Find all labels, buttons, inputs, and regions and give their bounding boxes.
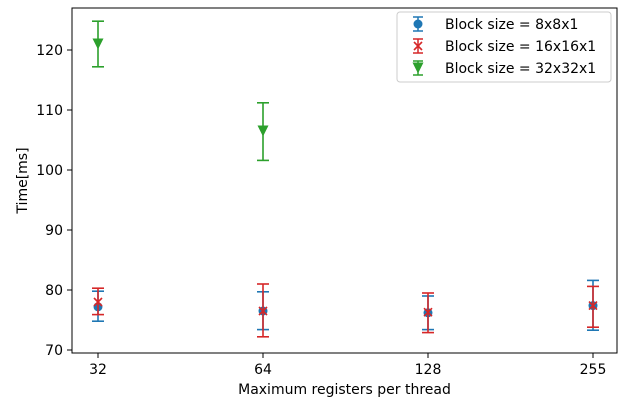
legend-entry-2: Block size = 16x16x1 xyxy=(413,38,596,55)
legend-marker xyxy=(412,62,424,74)
legend-box xyxy=(396,11,612,83)
series-layer xyxy=(92,20,599,338)
legend-entries: Block size = 8x8x1 Block size = 16x16x1 Bl… xyxy=(412,16,596,77)
legend: Block size = 8x8x1 Block size = 16x16x1 Bl… xyxy=(396,11,612,83)
x-tick-label: 255 xyxy=(580,362,607,378)
legend-label: Block size = 16x16x1 xyxy=(445,39,596,55)
data-point xyxy=(423,307,433,317)
data-point xyxy=(93,297,103,307)
y-tick-label: 90 xyxy=(45,223,63,239)
legend-label: Block size = 32x32x1 xyxy=(445,61,596,77)
legend-entry-3: Block size = 32x32x1 xyxy=(412,60,596,77)
series-3 xyxy=(92,20,269,162)
x-axis-ticks: 32 64 128 255 xyxy=(89,353,606,378)
legend-label: Block size = 8x8x1 xyxy=(445,17,578,33)
data-point xyxy=(588,301,598,311)
legend-entry-1: Block size = 8x8x1 xyxy=(413,16,578,33)
legend-marker xyxy=(413,19,423,29)
data-point xyxy=(257,125,269,137)
y-tick-label: 100 xyxy=(36,163,63,179)
y-tick-label: 120 xyxy=(36,43,63,59)
data-point xyxy=(258,306,268,316)
x-tick-label: 128 xyxy=(415,362,442,378)
plot-frame xyxy=(71,7,618,354)
x-tick-label: 64 xyxy=(254,362,272,378)
legend-marker xyxy=(413,41,423,51)
y-tick-label: 80 xyxy=(45,283,63,299)
series-1 xyxy=(92,279,599,332)
y-tick-label: 70 xyxy=(45,343,63,359)
x-tick-label: 32 xyxy=(89,362,107,378)
series-2 xyxy=(92,283,599,338)
data-point xyxy=(92,38,104,50)
y-axis-ticks: 70 80 90 100 110 120 xyxy=(36,43,72,359)
y-tick-label: 110 xyxy=(36,103,63,119)
y-axis-label: Time[ms] xyxy=(15,147,31,214)
x-axis-label: Maximum registers per thread xyxy=(238,382,451,398)
